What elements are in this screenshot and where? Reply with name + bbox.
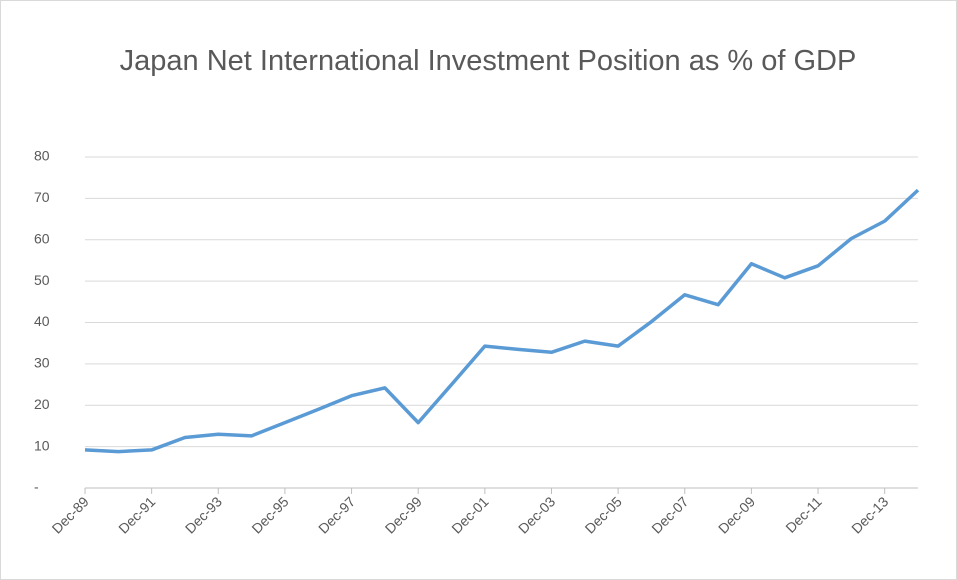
- y-tick-label: 80: [34, 148, 50, 164]
- y-tick-label: 10: [34, 437, 50, 453]
- y-tick-label: 70: [34, 189, 50, 205]
- x-tick-label: Dec-07: [648, 493, 691, 536]
- y-tick-label: 60: [34, 230, 50, 246]
- x-tick-label: Dec-91: [115, 493, 158, 536]
- x-tick-label: Dec-13: [848, 493, 891, 536]
- x-tick-label: Dec-97: [315, 493, 358, 536]
- x-tick-label: Dec-05: [582, 493, 625, 536]
- y-tick-label: 40: [34, 313, 50, 329]
- x-tick-label: Dec-03: [515, 493, 558, 536]
- x-tick-label: Dec-99: [382, 493, 425, 536]
- x-tick-label: Dec-89: [49, 493, 92, 536]
- y-tick-label: -: [34, 479, 39, 495]
- x-tick-label: Dec-11: [782, 493, 825, 536]
- x-tick-label: Dec-95: [248, 493, 291, 536]
- chart-title: Japan Net International Investment Posit…: [119, 45, 857, 77]
- line-series: [84, 188, 920, 454]
- x-tick-label: Dec-01: [448, 493, 491, 536]
- x-tick-label: Dec-93: [182, 493, 225, 536]
- x-tick-label: Dec-09: [715, 493, 758, 536]
- y-tick-label: 20: [34, 396, 50, 412]
- y-tick-label: 30: [34, 355, 50, 371]
- y-tick-label: 50: [34, 272, 50, 288]
